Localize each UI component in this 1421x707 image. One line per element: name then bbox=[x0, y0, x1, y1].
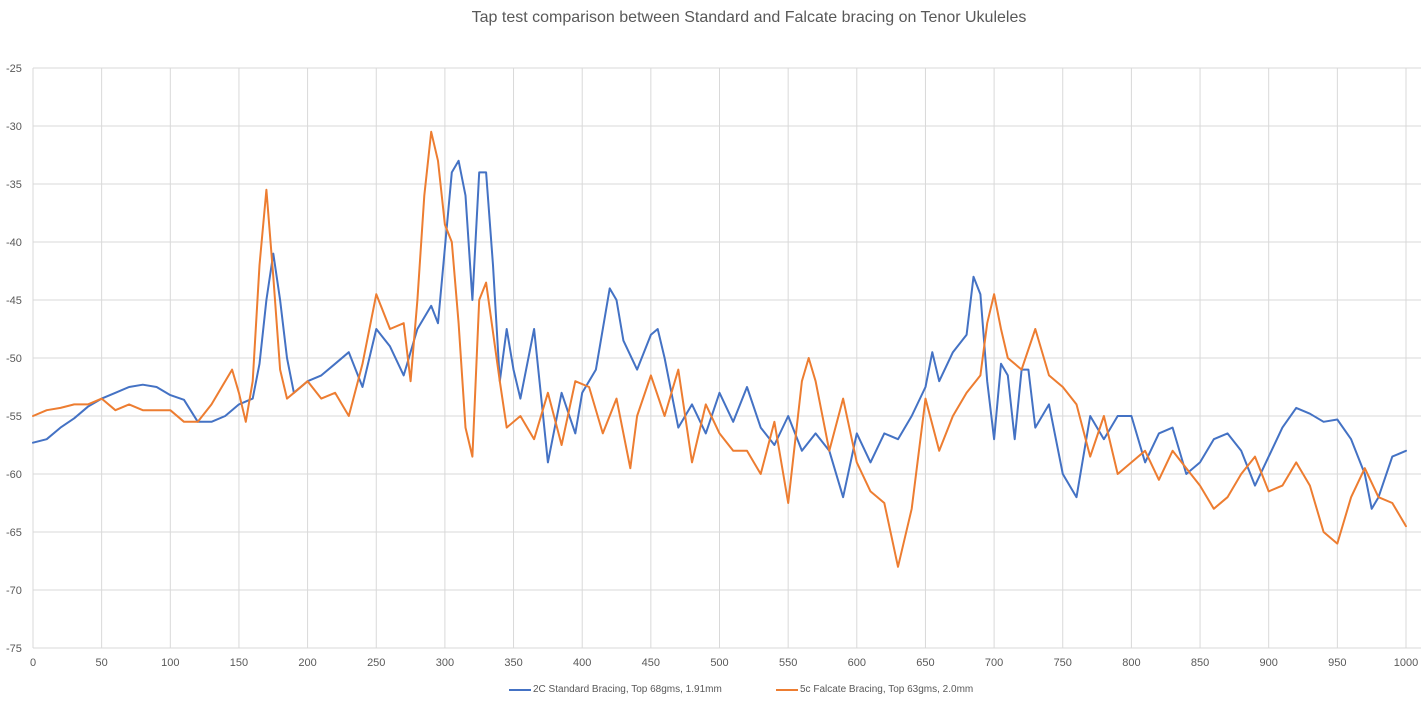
legend-item-1: 2C Standard Bracing, Top 68gms, 1.91mm bbox=[509, 684, 722, 695]
y-tick-label: -40 bbox=[6, 237, 22, 249]
x-tick-label: 1000 bbox=[1394, 657, 1418, 669]
x-tick-label: 150 bbox=[230, 657, 248, 669]
legend-label: 2C Standard Bracing, Top 68gms, 1.91mm bbox=[533, 684, 722, 695]
x-tick-label: 750 bbox=[1054, 657, 1072, 669]
x-tick-label: 400 bbox=[573, 657, 591, 669]
series-lines bbox=[32, 130, 1407, 568]
x-tick-label: 950 bbox=[1328, 657, 1346, 669]
tick-labels: 0 50 100 150 200 250 300 350 400 450 500 550 600 650 7… bbox=[6, 63, 1418, 669]
x-tick-label: 700 bbox=[985, 657, 1003, 669]
x-tick-label: 250 bbox=[367, 657, 385, 669]
y-tick-label: -30 bbox=[6, 121, 22, 133]
legend-label: 5c Falcate Bracing, Top 63gms, 2.0mm bbox=[800, 684, 974, 695]
x-tick-label: 450 bbox=[642, 657, 660, 669]
gridlines bbox=[32, 67, 1421, 649]
legend: 2C Standard Bracing, Top 68gms, 1.91mm 5c… bbox=[0, 684, 1421, 698]
y-tick-label: -50 bbox=[6, 353, 22, 365]
y-tick-label: -60 bbox=[6, 469, 22, 481]
x-tick-label: 50 bbox=[96, 657, 108, 669]
legend-swatch bbox=[776, 688, 798, 691]
legend-swatch bbox=[509, 688, 531, 691]
x-tick-label: 500 bbox=[710, 657, 728, 669]
x-tick-label: 350 bbox=[504, 657, 522, 669]
x-tick-label: 300 bbox=[436, 657, 454, 669]
x-tick-label: 800 bbox=[1122, 657, 1140, 669]
x-tick-label: 550 bbox=[779, 657, 797, 669]
y-tick-label: -25 bbox=[6, 63, 22, 75]
x-tick-label: 200 bbox=[298, 657, 316, 669]
x-tick-label: 650 bbox=[916, 657, 934, 669]
x-tick-label: 600 bbox=[848, 657, 866, 669]
x-tick-label: 0 bbox=[30, 657, 36, 669]
y-tick-label: -35 bbox=[6, 179, 22, 191]
x-tick-label: 850 bbox=[1191, 657, 1209, 669]
y-tick-label: -55 bbox=[6, 411, 22, 423]
y-tick-label: -45 bbox=[6, 295, 22, 307]
y-tick-label: -75 bbox=[6, 643, 22, 655]
series-line-2 bbox=[32, 130, 1407, 568]
x-tick-label: 100 bbox=[161, 657, 179, 669]
y-tick-label: -70 bbox=[6, 585, 22, 597]
legend-item-2: 5c Falcate Bracing, Top 63gms, 2.0mm bbox=[776, 684, 973, 695]
chart-title: Tap test comparison between Standard and… bbox=[471, 9, 1027, 26]
x-tick-label: 900 bbox=[1260, 657, 1278, 669]
y-tick-label: -65 bbox=[6, 527, 22, 539]
